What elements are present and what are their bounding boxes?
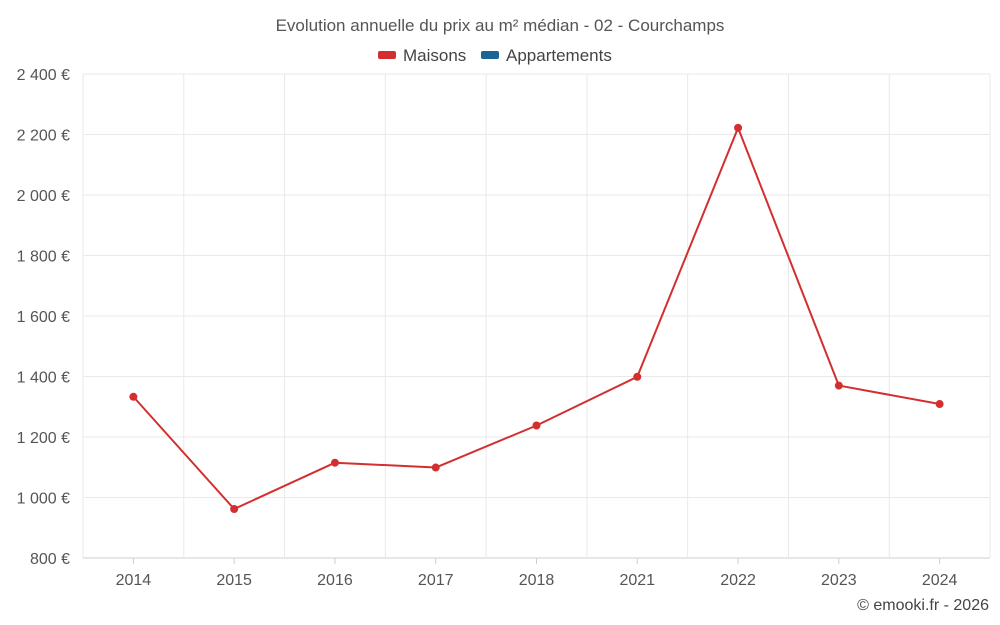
- series-layer: [129, 123, 944, 513]
- y-tick-label: 2 000 €: [17, 188, 70, 205]
- x-axis-ticks: 2014 2015 2016 2017 2018 2021 2022 2023 2024: [116, 558, 958, 589]
- legend-swatch-appartements: [481, 51, 499, 59]
- data-point-maisons: [330, 458, 339, 467]
- legend-swatch-maisons: [378, 51, 396, 59]
- data-point-maisons: [633, 372, 642, 381]
- x-tick-label: 2017: [418, 572, 454, 589]
- series-line-maisons: [132, 126, 940, 510]
- y-axis-ticks: 800 € 1 000 € 1 200 € 1 400 € 1 600 € 1 800 €…: [17, 67, 70, 568]
- data-point-maisons: [129, 392, 138, 401]
- x-tick-label: 2014: [116, 572, 152, 589]
- x-tick-label: 2021: [619, 572, 655, 589]
- legend-label-appartements: Appartements: [506, 46, 612, 65]
- chart-title: Evolution annuelle du prix au m² médian …: [276, 16, 725, 35]
- y-tick-label: 1 200 €: [17, 430, 70, 447]
- legend-item-maisons[interactable]: Maisons: [378, 46, 466, 65]
- data-point-maisons: [834, 381, 843, 390]
- data-point-maisons: [431, 463, 440, 472]
- data-point-maisons: [935, 400, 944, 409]
- legend-label-maisons: Maisons: [403, 46, 466, 65]
- data-point-maisons: [532, 421, 541, 430]
- x-tick-label: 2018: [519, 572, 555, 589]
- y-tick-label: 800 €: [30, 551, 70, 568]
- y-tick-label: 1 800 €: [17, 249, 70, 266]
- x-tick-label: 2015: [216, 572, 252, 589]
- data-point-maisons: [230, 504, 239, 513]
- data-point-maisons: [734, 123, 743, 132]
- y-gridlines: [83, 73, 990, 559]
- y-tick-label: 1 000 €: [17, 491, 70, 508]
- y-tick-label: 2 400 €: [17, 67, 70, 84]
- y-tick-label: 1 400 €: [17, 370, 70, 387]
- credit-text: © emooki.fr - 2026: [857, 597, 989, 614]
- y-tick-label: 1 600 €: [17, 309, 70, 326]
- x-tick-label: 2016: [317, 572, 353, 589]
- legend-item-appartements[interactable]: Appartements: [481, 46, 612, 65]
- x-gridlines: [82, 74, 991, 558]
- y-tick-label: 2 200 €: [17, 128, 70, 145]
- x-tick-label: 2023: [821, 572, 857, 589]
- x-tick-label: 2024: [922, 572, 958, 589]
- x-tick-label: 2022: [720, 572, 756, 589]
- legend: Maisons Appartements: [378, 46, 612, 65]
